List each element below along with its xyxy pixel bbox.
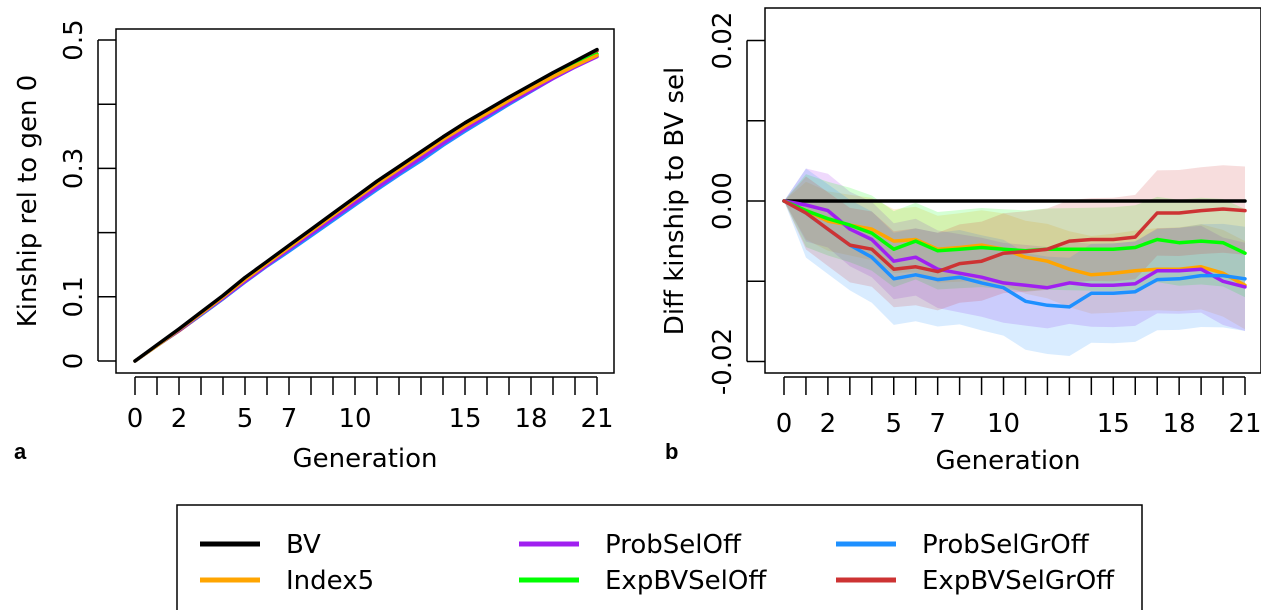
series-line-expbvselgroff — [782, 199, 1247, 274]
x-tick-label: 5 — [237, 404, 254, 434]
y-tick-label: 0.5 — [59, 19, 89, 60]
x-tick-label: 2 — [171, 404, 188, 434]
legend-label-probseloff: ProbSelOff — [605, 530, 742, 560]
panel-a-plot-box — [115, 28, 615, 374]
x-tick-label: 15 — [1097, 409, 1130, 439]
x-tick-label: 5 — [885, 409, 902, 439]
panel-a-x-axis: 0 2 5 7 10 15 18 21 — [127, 376, 614, 434]
y-tick-label: 0.00 — [708, 172, 738, 230]
series-line-expbvseloff — [782, 199, 1247, 255]
panel-a-x-axis-title: Generation — [292, 444, 437, 474]
y-tick-label: 0.3 — [59, 148, 89, 189]
panel-a-y-axis-title: Kinship rel to gen 0 — [13, 75, 43, 328]
x-tick-label: 2 — [820, 409, 837, 439]
series-line-probseloff — [782, 199, 1247, 290]
x-tick-label: 0 — [776, 409, 793, 439]
series-line-bv — [133, 47, 599, 363]
legend: BV Index5 ProbSelOff ExpBVSelOff ProbSelGrOf… — [176, 504, 1143, 615]
x-tick-label: 7 — [281, 404, 298, 434]
panel-a-lines — [133, 47, 599, 363]
panel-a: 0 2 5 7 10 15 18 21 00.10.30.5 Generation Kinsh… — [13, 19, 615, 474]
panel-b-x-axis-title: Generation — [935, 446, 1080, 476]
legend-items: BV Index5 ProbSelOff ExpBVSelOff ProbSelGrOf… — [200, 530, 1115, 596]
x-tick-label: 18 — [514, 404, 547, 434]
legend-label-probselgroff: ProbSelGrOff — [922, 530, 1090, 560]
x-tick-label: 7 — [929, 409, 946, 439]
x-tick-label: 21 — [1228, 409, 1261, 439]
legend-label-expbvseloff: ExpBVSelOff — [605, 566, 767, 596]
panel-b: 0 2 5 7 10 15 18 21 -0.02 0.00 0.02 Generation Di… — [660, 7, 1261, 476]
panel-a-y-axis: 0 0.1 0.3 0.5 — [59, 19, 116, 369]
panel-b-plot-box — [764, 7, 1261, 374]
x-tick-label: 10 — [987, 409, 1020, 439]
band-probselgroff — [784, 168, 1245, 356]
x-tick-label: 15 — [448, 404, 481, 434]
x-tick-label: 18 — [1163, 409, 1196, 439]
panel-b-letter: b — [665, 439, 678, 464]
legend-box — [176, 504, 1143, 615]
legend-label-expbvselgroff: ExpBVSelGrOff — [922, 566, 1115, 596]
x-tick-label: 21 — [580, 404, 613, 434]
y-tick-label: 0.02 — [708, 12, 738, 70]
panel-b-y-axis-title: Diff kinship to BV sel — [660, 67, 690, 335]
band-expbvseloff — [784, 174, 1245, 298]
legend-label-index5: Index5 — [286, 566, 374, 596]
y-tick-label: -0.02 — [708, 328, 738, 395]
series-line-probselgroff — [782, 199, 1247, 309]
panel-b-y-axis: -0.02 0.00 0.02 — [708, 12, 765, 395]
panel-a-letter: a — [14, 439, 27, 464]
x-tick-label: 0 — [127, 404, 144, 434]
panel-b-x-axis: 0 2 5 7 10 15 18 21 — [776, 376, 1261, 439]
x-tick-label: 10 — [338, 404, 371, 434]
y-tick-label: 0.1 — [59, 276, 89, 317]
legend-label-bv: BV — [286, 530, 321, 560]
y-tick-label: 0 — [59, 353, 89, 370]
panel-b-lines — [782, 199, 1247, 309]
